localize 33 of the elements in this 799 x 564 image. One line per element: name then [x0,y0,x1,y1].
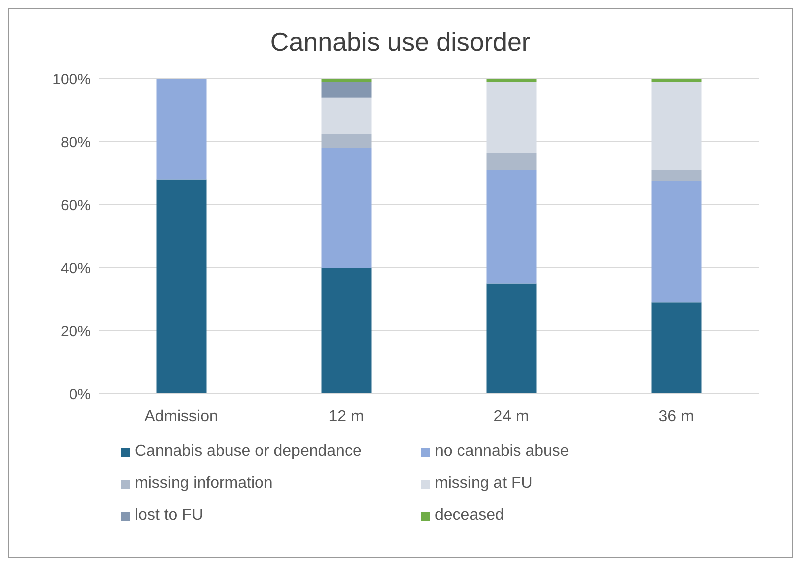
bar [322,134,372,148]
bar [652,181,702,303]
bar [652,79,702,82]
legend-label: missing at FU [435,475,533,493]
bar [486,170,537,284]
chart-title: Cannabis use disorder [269,26,532,59]
y-tick-label: 80% [60,134,91,152]
y-tick-label: 20% [60,323,91,340]
y-tick-label: 40% [60,260,91,278]
bar [322,79,372,82]
bar [652,170,702,182]
bar [322,98,372,134]
bar [156,79,207,180]
bar [486,284,537,394]
x-tick-label: Admission [144,408,218,426]
bar [322,148,372,268]
legend-label: lost to FU [135,507,204,525]
legend-label: Cannabis abuse or dependance [135,443,362,461]
bar [486,79,537,82]
y-tick-label: 100% [52,71,91,88]
bar [652,302,702,394]
x-tick-label: 36 m [658,408,694,426]
x-tick-label: 12 m [328,408,364,426]
y-tick-label: 0% [69,386,91,404]
legend-label: no cannabis abuse [435,443,570,461]
bar [156,180,207,394]
y-tick-label: 60% [60,197,91,214]
legend-label: missing information [135,475,273,493]
legend-label: deceased [435,507,504,525]
bar [322,268,372,394]
x-tick-label: 24 m [494,408,530,426]
bar [486,153,537,170]
bar [322,82,372,98]
